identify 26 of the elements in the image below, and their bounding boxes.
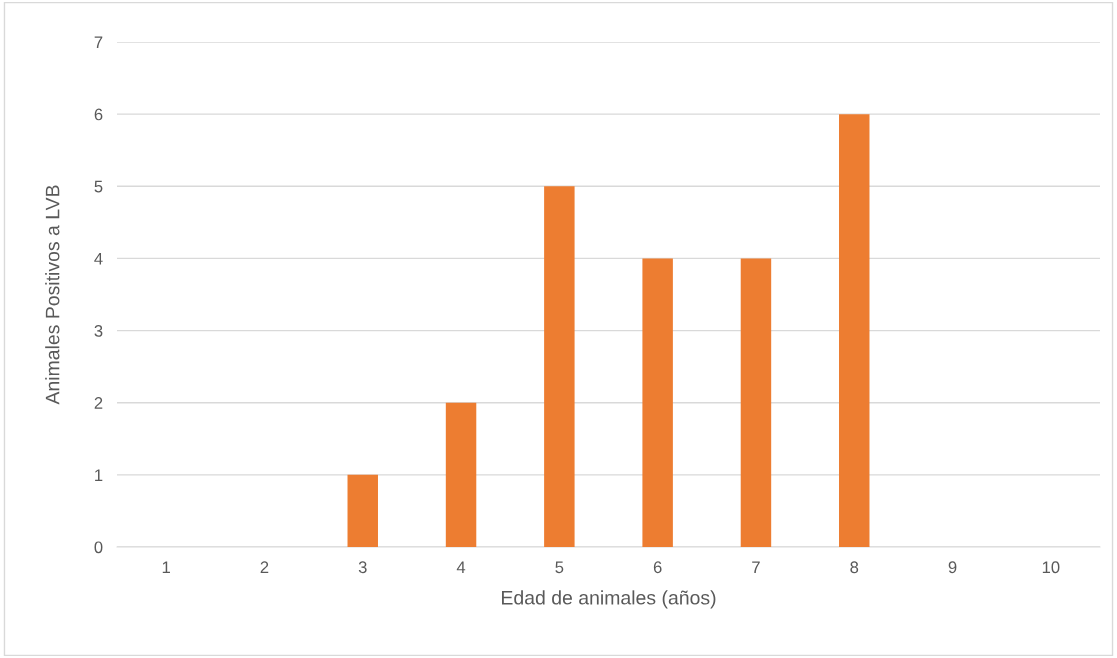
y-tick-label: 1 <box>95 469 103 481</box>
x-tick-label: 6 <box>653 561 662 574</box>
x-tick-label: 4 <box>456 561 466 573</box>
bar <box>445 402 477 547</box>
y-tick-label: 5 <box>94 180 103 193</box>
y-tick-label: 4 <box>94 253 103 265</box>
x-tick-label: 3 <box>358 561 367 574</box>
bar <box>544 186 575 547</box>
x-tick-label: 5 <box>555 561 564 574</box>
y-tick-label: 2 <box>94 397 103 409</box>
x-tick-label: 10 <box>1042 561 1060 574</box>
x-tick-label: 7 <box>752 561 760 573</box>
x-tick-label: 2 <box>260 561 269 573</box>
bar <box>642 258 673 547</box>
y-tick-label: 0 <box>94 541 103 554</box>
bar <box>740 258 772 547</box>
x-tick-label: 8 <box>850 561 859 574</box>
y-axis-title: Animales Positivos a LVB <box>45 185 60 405</box>
x-tick-label: 1 <box>162 561 170 573</box>
y-tick-label: 7 <box>94 36 103 49</box>
y-tick-label: 3 <box>94 324 103 337</box>
x-axis-title: Edad de animales (años) <box>502 590 716 609</box>
y-tick-label: 6 <box>94 108 103 121</box>
bar <box>347 474 378 547</box>
bar <box>839 114 870 547</box>
x-tick-label: 9 <box>948 561 957 574</box>
